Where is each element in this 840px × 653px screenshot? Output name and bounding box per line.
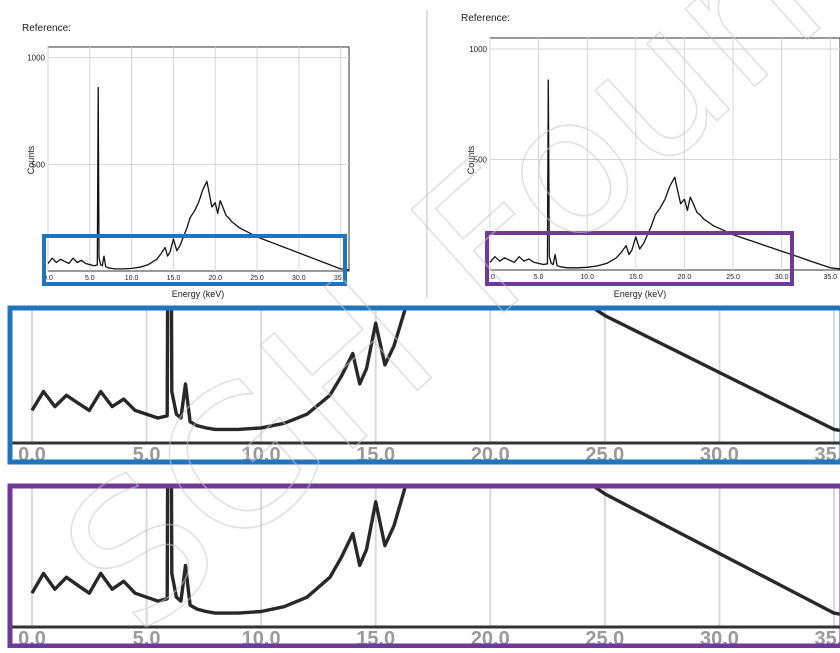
zoom-strip-purple-gridlines xyxy=(31,486,835,627)
zoom-x-tick-label: 20.0 xyxy=(471,628,510,648)
x-tick-label: 20.0 xyxy=(208,275,222,282)
zoom-x-tick-label: 15.0 xyxy=(356,444,395,466)
right-reference-label: Reference: xyxy=(461,13,510,24)
zoom-x-tick-label: 30.0 xyxy=(700,444,739,466)
right-x-tick-labels: 0.0 5.0 10.0 15.0 20.0 25.0 30.0 35.0 xyxy=(485,274,837,281)
y-tick-label: 1000 xyxy=(27,54,45,63)
zoom-strip-blue-spectrum xyxy=(30,308,840,433)
x-tick-label: 15.0 xyxy=(629,274,643,281)
zoom-strip-blue-gridlines xyxy=(31,308,835,443)
zoom-strip-blue-tick-labels: 0.0 5.0 10.0 15.0 20.0 25.0 30.0 35.0 xyxy=(18,444,840,466)
zoom-x-tick-label: 25.0 xyxy=(585,444,624,466)
zoom-x-tick-label: 35.0 xyxy=(815,628,840,648)
zoom-strip-purple-border xyxy=(7,483,840,649)
left-x-tick-labels: 0.0 5.0 10.0 15.0 20.0 25.0 30.0 35.0 xyxy=(43,275,347,282)
x-tick-label: 20.0 xyxy=(678,274,692,281)
left-x-axis-label: Energy (keV) xyxy=(172,289,225,299)
x-tick-label: 30.0 xyxy=(775,274,789,281)
x-tick-label: 10.0 xyxy=(125,275,139,282)
left-spectrum-panel: Reference: 500 1000 0.0 5.0 10.0 15.0 20.0 25.… xyxy=(22,23,350,299)
zoom-strip-purple: 0.0 5.0 10.0 15.0 20.0 25.0 30.0 35.0 xyxy=(7,483,840,649)
left-y-axis-label: Counts xyxy=(26,145,36,174)
zoom-x-tick-label: 30.0 xyxy=(700,628,739,648)
zoom-strip-purple-spectrum xyxy=(30,486,840,616)
zoom-x-tick-label: 0.0 xyxy=(18,628,46,648)
y-tick-label: 500 xyxy=(474,156,488,165)
zoom-x-tick-label: 5.0 xyxy=(133,444,161,466)
left-y-tick-labels: 500 1000 xyxy=(27,54,45,170)
right-spectrum-line xyxy=(489,79,840,270)
zoom-x-tick-label: 0.0 xyxy=(18,444,46,466)
x-tick-label: 35.0 xyxy=(823,274,837,281)
right-spectrum-panel: Reference: 500 1000 0.0 5.0 10.0 15.0 20.0 25.… xyxy=(461,13,840,299)
x-tick-label: 25.0 xyxy=(726,274,740,281)
x-tick-label: 35.0 xyxy=(334,275,348,282)
x-tick-label: 30.0 xyxy=(292,275,306,282)
zoom-strip-purple-tick-labels: 0.0 5.0 10.0 15.0 20.0 25.0 30.0 35.0 xyxy=(18,628,840,648)
x-tick-label: 25.0 xyxy=(250,275,264,282)
zoom-strip-blue-border xyxy=(7,305,840,465)
x-tick-label: 0.0 xyxy=(485,274,495,281)
zoom-x-tick-label: 10.0 xyxy=(242,628,281,648)
right-highlight-box xyxy=(485,231,794,286)
y-tick-label: 1000 xyxy=(469,45,487,54)
zoom-x-tick-label: 20.0 xyxy=(471,444,510,466)
zoom-x-tick-label: 5.0 xyxy=(133,628,161,648)
zoom-x-tick-label: 15.0 xyxy=(356,628,395,648)
right-y-axis-label: Counts xyxy=(466,145,476,174)
zoom-strip-purple-background xyxy=(10,486,840,646)
x-tick-label: 10.0 xyxy=(580,274,594,281)
x-tick-label: 5.0 xyxy=(85,275,95,282)
y-tick-label: 500 xyxy=(32,160,46,169)
zoom-x-tick-label: 10.0 xyxy=(242,444,281,466)
zoom-x-tick-label: 25.0 xyxy=(585,628,624,648)
x-tick-label: 15.0 xyxy=(167,275,181,282)
zoom-x-tick-label: 35.0 xyxy=(815,444,840,466)
left-reference-label: Reference: xyxy=(22,23,71,34)
x-tick-label: 5.0 xyxy=(534,274,544,281)
zoom-strip-blue: 0.0 5.0 10.0 15.0 20.0 25.0 30.0 35.0 xyxy=(7,305,840,466)
left-highlight-box xyxy=(42,234,347,286)
right-y-tick-labels: 500 1000 xyxy=(469,45,487,164)
right-x-axis-label: Energy (keV) xyxy=(614,289,667,299)
zoom-strip-blue-background xyxy=(10,308,840,462)
x-tick-label: 0.0 xyxy=(43,275,53,282)
